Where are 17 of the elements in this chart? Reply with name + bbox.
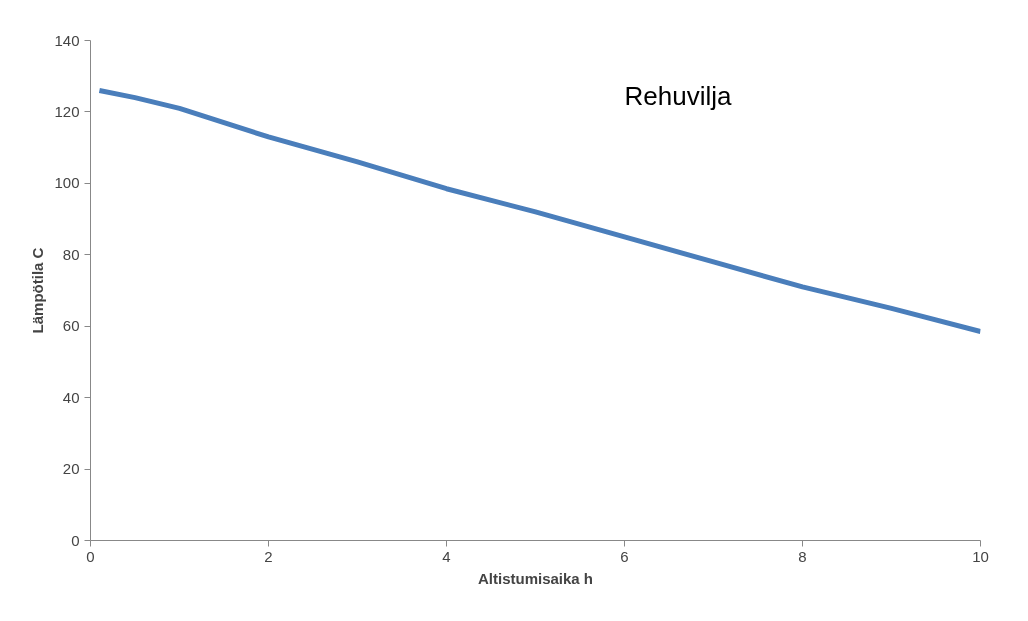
x-tick-label: 8 [798,547,807,565]
x-tick-label: 6 [620,547,629,565]
x-tick-label: 10 [972,547,989,565]
x-tick-label: 2 [264,547,273,565]
y-axis-title: Lämpötila C [29,247,47,334]
x-tick-label: 4 [442,547,451,565]
x-axis-title: Altistumisaika h [477,569,594,587]
y-tick-label: 140 [54,31,80,49]
y-tick-label: 100 [54,174,80,192]
y-tick-label: 40 [62,388,80,406]
y-tick-label: 0 [71,531,80,549]
y-tick-label: 80 [62,245,80,263]
x-tick-label: 0 [86,547,95,565]
y-tick-label: 120 [54,102,80,120]
text: Rehuvilja [624,80,732,111]
y-tick-label: 20 [62,460,80,478]
y-tick-label: 60 [62,317,80,335]
